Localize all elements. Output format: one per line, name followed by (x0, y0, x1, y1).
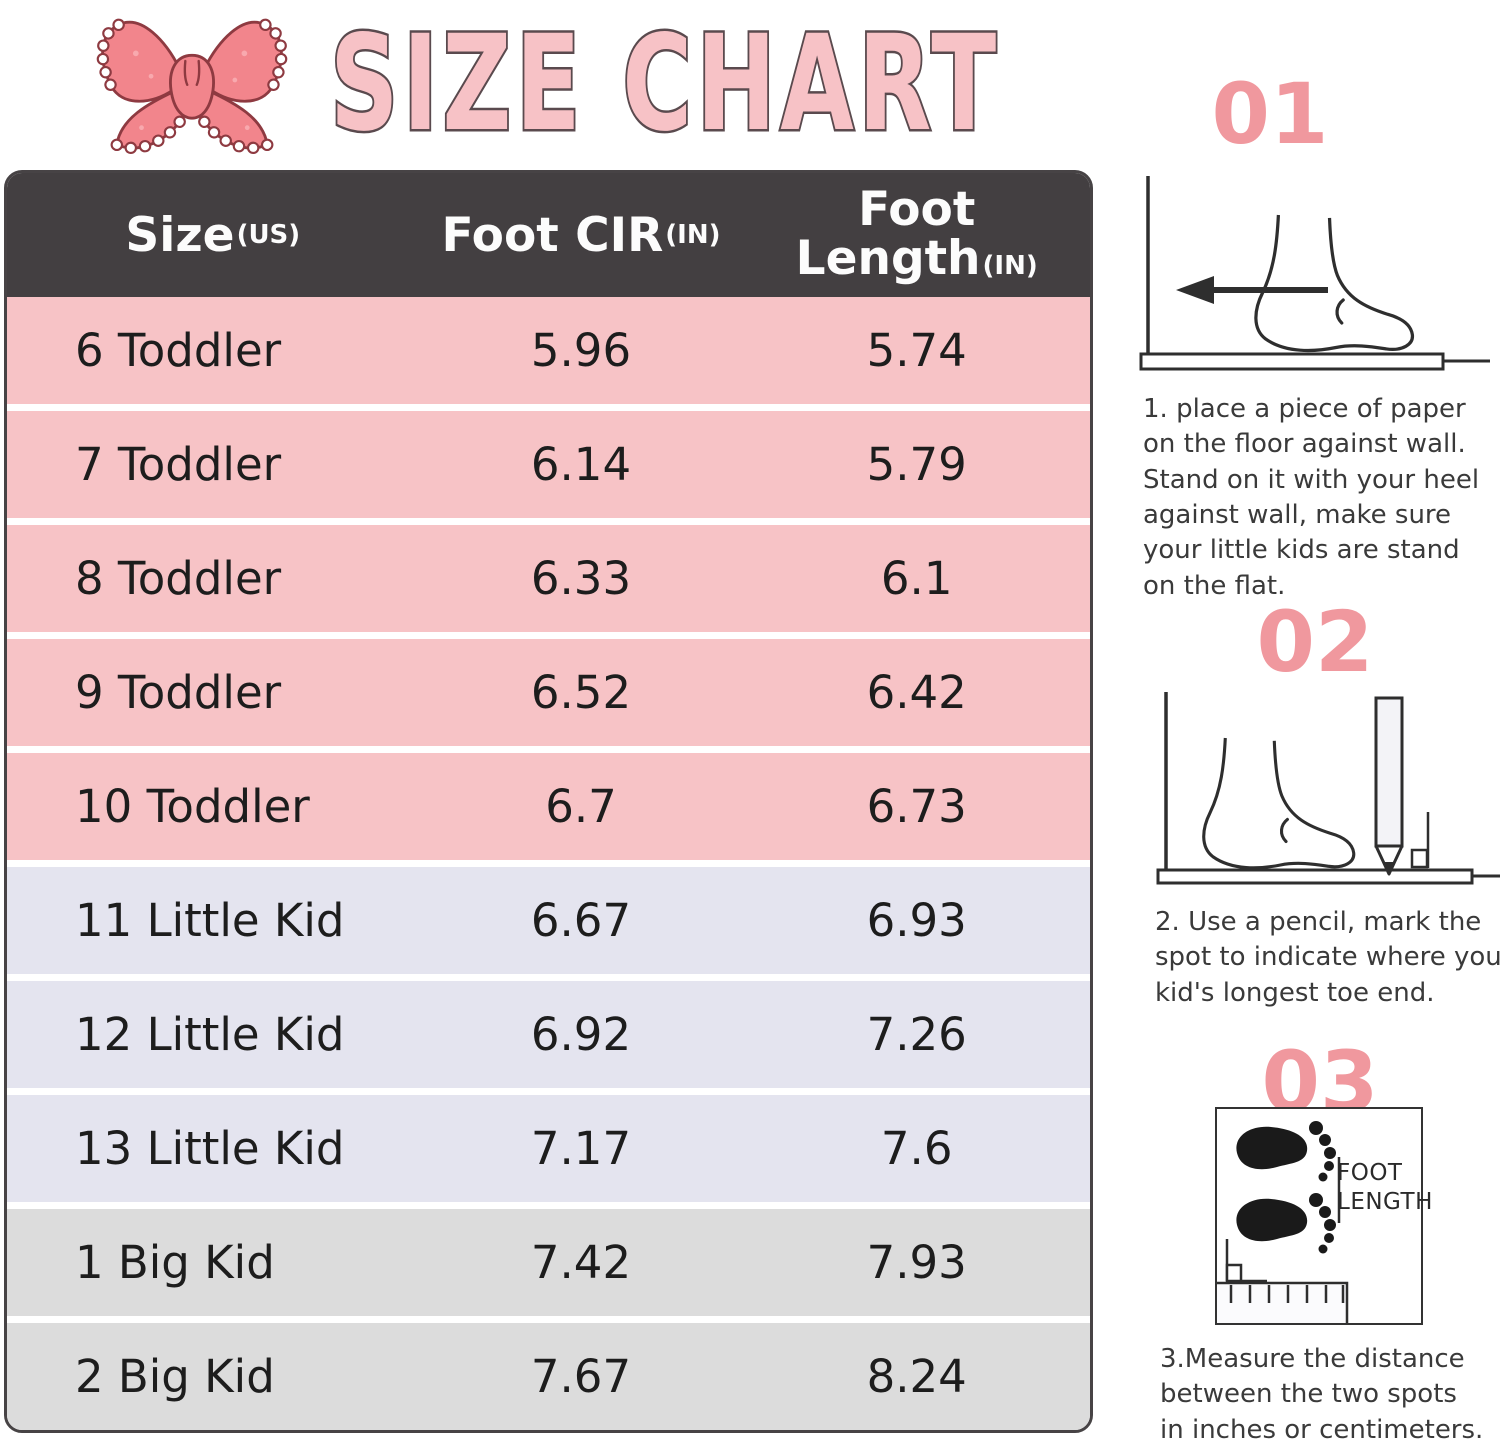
header-foot-length-line1: Foot (858, 182, 976, 238)
table-header-row: Size (US) Foot CIR (IN) Foot Length (IN) (7, 173, 1090, 297)
size-cell: 2 Big Kid (75, 1350, 275, 1403)
size-cell: 9 Toddler (75, 666, 282, 719)
foot-cir-cell: 6.67 (530, 894, 632, 947)
step-1-number: 01 (1211, 65, 1329, 163)
step-1-foot-against-wall-illustration (1139, 176, 1490, 371)
size-cell: 10 Toddler (75, 780, 310, 833)
header-foot-length-unit: (IN) (982, 251, 1038, 281)
foot-length-cell: 5.74 (866, 324, 967, 377)
table-row: 9 Toddler 6.52 6.42 (7, 639, 1090, 746)
foot-length-label-line2: LENGTH (1337, 1188, 1433, 1215)
foot-cir-cell: 7.67 (530, 1350, 632, 1403)
foot-cir-cell: 7.17 (530, 1122, 632, 1175)
foot-length-cell: 7.26 (866, 1008, 967, 1061)
corner-mark-icon (1410, 812, 1430, 869)
size-cell: 1 Big Kid (75, 1236, 275, 1289)
foot-length-cell: 6.1 (880, 552, 953, 605)
foot-length-cell: 7.93 (866, 1236, 967, 1289)
size-cell: 12 Little Kid (75, 1008, 345, 1061)
size-cell: 11 Little Kid (75, 894, 345, 947)
step-2-number: 02 (1256, 593, 1374, 691)
foot-cir-cell: 6.52 (530, 666, 632, 719)
table-row: 11 Little Kid 6.67 6.93 (7, 867, 1090, 974)
table-row: 10 Toddler 6.7 6.73 (7, 753, 1090, 860)
page-title: SIZE CHART (328, 7, 1001, 161)
corner-mark-icon (1225, 1239, 1267, 1283)
header-size-label: Size (125, 207, 235, 263)
table-row: 6 Toddler 5.96 5.74 (7, 297, 1090, 404)
foot-length-cell: 6.42 (866, 666, 967, 719)
foot-length-label: FOOT LENGTH (1337, 1159, 1433, 1217)
header-foot-length-line2: Length (795, 231, 981, 286)
step-2-pencil-mark-illustration (1156, 692, 1500, 885)
step-3-caption: 3.Measure the distance between the two s… (1160, 1344, 1484, 1440)
step-1-caption: 1. place a piece of paper on the floor a… (1143, 394, 1480, 601)
foot-length-cell: 6.73 (866, 780, 967, 833)
table-row: 2 Big Kid 7.67 8.24 (7, 1323, 1090, 1430)
table-row: 12 Little Kid 6.92 7.26 (7, 981, 1090, 1088)
header-foot-cir: Foot CIR (IN) (419, 208, 744, 263)
size-cell: 13 Little Kid (75, 1122, 345, 1175)
foot-cir-cell: 6.92 (530, 1008, 632, 1061)
foot-length-cell: 6.93 (866, 894, 967, 947)
header-foot-length: Foot Length (IN) (743, 182, 1090, 286)
foot-length-label-line1: FOOT (1337, 1160, 1403, 1186)
table-row: 7 Toddler 6.14 5.79 (7, 411, 1090, 518)
header-size: Size (US) (7, 208, 419, 263)
foot-length-cell: 8.24 (866, 1350, 967, 1403)
size-cell: 7 Toddler (75, 438, 282, 491)
table-row: 13 Little Kid 7.17 7.6 (7, 1095, 1090, 1202)
foot-cir-cell: 6.14 (530, 438, 632, 491)
table-row: 1 Big Kid 7.42 7.93 (7, 1209, 1090, 1316)
size-cell: 8 Toddler (75, 552, 282, 605)
step-2-caption: 2. Use a pencil, mark the spot to indica… (1155, 907, 1500, 1008)
header-foot-cir-label: Foot CIR (441, 207, 664, 263)
header-foot-cir-unit: (IN) (665, 220, 721, 250)
bow-icon (96, 18, 288, 155)
foot-cir-cell: 7.42 (530, 1236, 632, 1289)
arrow-left-icon (1176, 276, 1328, 304)
size-cell: 6 Toddler (75, 324, 282, 377)
foot-cir-cell: 5.96 (530, 324, 632, 377)
footprints-ruler-illustration (1217, 1121, 1349, 1323)
size-table: Size (US) Foot CIR (IN) Foot Length (IN) 6 … (4, 170, 1093, 1433)
foot-cir-cell: 6.7 (545, 780, 617, 833)
footprints-icon (1236, 1121, 1336, 1254)
ruler-icon (1217, 1281, 1349, 1323)
table-row: 8 Toddler 6.33 6.1 (7, 525, 1090, 632)
header-size-unit: (US) (236, 220, 301, 250)
foot-length-cell: 7.6 (880, 1122, 953, 1175)
foot-cir-cell: 6.33 (530, 552, 632, 605)
pencil-icon (1374, 696, 1404, 876)
step-3-measure-box: FOOT LENGTH (1215, 1107, 1432, 1325)
foot-length-cell: 5.79 (866, 438, 967, 491)
